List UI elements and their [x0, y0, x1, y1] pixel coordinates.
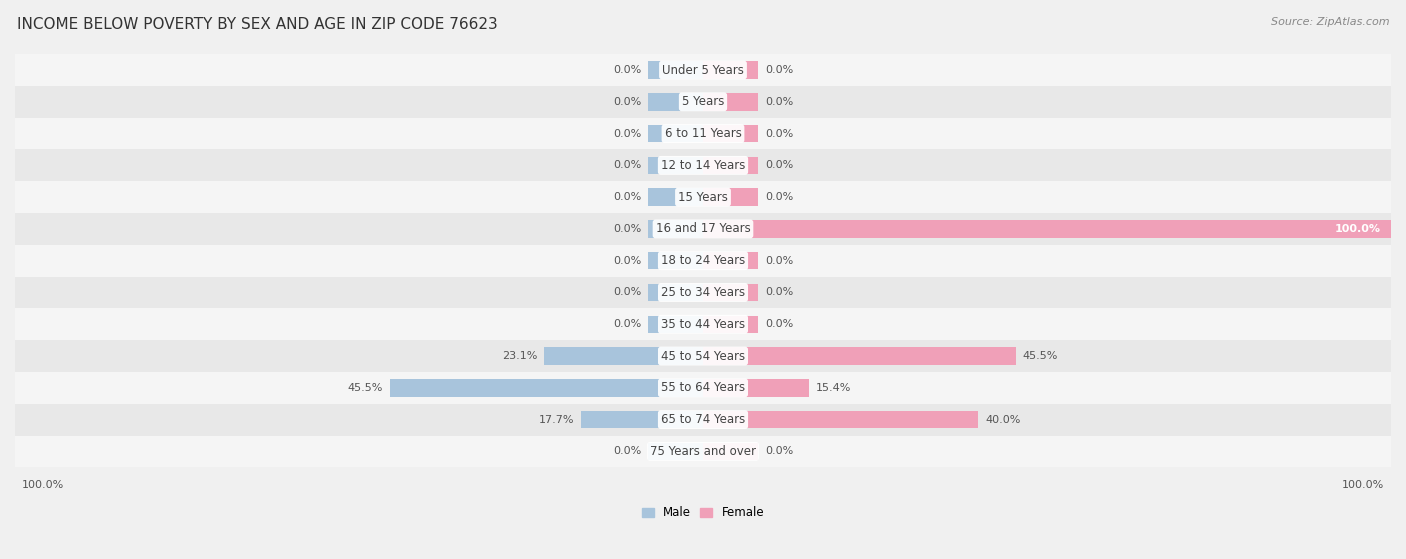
Text: 45 to 54 Years: 45 to 54 Years — [661, 349, 745, 363]
Bar — [389, 379, 703, 396]
Bar — [544, 347, 703, 365]
Text: 5 Years: 5 Years — [682, 95, 724, 108]
Text: 0.0%: 0.0% — [765, 160, 793, 170]
Text: Source: ZipAtlas.com: Source: ZipAtlas.com — [1271, 17, 1389, 27]
Bar — [15, 340, 1391, 372]
Text: 40.0%: 40.0% — [986, 415, 1021, 425]
Text: 17.7%: 17.7% — [538, 415, 574, 425]
Bar — [15, 54, 1391, 86]
Bar — [648, 443, 703, 460]
Bar — [703, 93, 758, 111]
Text: 0.0%: 0.0% — [765, 97, 793, 107]
Bar — [15, 435, 1391, 467]
Text: 45.5%: 45.5% — [347, 383, 382, 393]
Bar — [648, 125, 703, 143]
Bar — [15, 86, 1391, 118]
Bar — [648, 93, 703, 111]
Text: 0.0%: 0.0% — [765, 447, 793, 456]
Bar — [648, 188, 703, 206]
Bar — [15, 404, 1391, 435]
Text: 25 to 34 Years: 25 to 34 Years — [661, 286, 745, 299]
Text: 100.0%: 100.0% — [22, 480, 65, 490]
Text: 0.0%: 0.0% — [613, 224, 641, 234]
Text: 65 to 74 Years: 65 to 74 Years — [661, 413, 745, 426]
Bar — [15, 245, 1391, 277]
Legend: Male, Female: Male, Female — [641, 506, 765, 519]
Text: 15.4%: 15.4% — [815, 383, 851, 393]
Text: 0.0%: 0.0% — [765, 129, 793, 139]
Text: Under 5 Years: Under 5 Years — [662, 64, 744, 77]
Bar — [703, 125, 758, 143]
Bar — [703, 157, 758, 174]
Text: 0.0%: 0.0% — [765, 287, 793, 297]
Bar — [15, 149, 1391, 181]
Bar — [703, 411, 979, 428]
Bar — [703, 347, 1017, 365]
Text: 0.0%: 0.0% — [613, 160, 641, 170]
Text: 45.5%: 45.5% — [1024, 351, 1059, 361]
Text: 0.0%: 0.0% — [613, 97, 641, 107]
Text: 15 Years: 15 Years — [678, 191, 728, 203]
Bar — [15, 277, 1391, 309]
Text: 16 and 17 Years: 16 and 17 Years — [655, 222, 751, 235]
Bar — [15, 213, 1391, 245]
Text: 0.0%: 0.0% — [613, 255, 641, 266]
Text: 0.0%: 0.0% — [613, 319, 641, 329]
Bar — [648, 315, 703, 333]
Text: 0.0%: 0.0% — [765, 255, 793, 266]
Bar — [703, 61, 758, 79]
Bar — [648, 284, 703, 301]
Text: 0.0%: 0.0% — [765, 319, 793, 329]
Bar — [703, 252, 758, 269]
Bar — [703, 284, 758, 301]
Bar — [703, 379, 808, 396]
Bar — [648, 220, 703, 238]
Text: 100.0%: 100.0% — [1334, 224, 1381, 234]
Text: 100.0%: 100.0% — [1341, 480, 1384, 490]
Bar — [15, 309, 1391, 340]
Bar — [703, 315, 758, 333]
Bar — [703, 188, 758, 206]
Text: 55 to 64 Years: 55 to 64 Years — [661, 381, 745, 394]
Bar — [581, 411, 703, 428]
Text: 6 to 11 Years: 6 to 11 Years — [665, 127, 741, 140]
Bar — [648, 157, 703, 174]
Bar — [648, 252, 703, 269]
Text: 0.0%: 0.0% — [613, 192, 641, 202]
Text: 18 to 24 Years: 18 to 24 Years — [661, 254, 745, 267]
Bar — [703, 443, 758, 460]
Text: 0.0%: 0.0% — [613, 287, 641, 297]
Text: 0.0%: 0.0% — [765, 192, 793, 202]
Text: 0.0%: 0.0% — [613, 65, 641, 75]
Bar — [703, 220, 1391, 238]
Text: 0.0%: 0.0% — [613, 447, 641, 456]
Text: 0.0%: 0.0% — [765, 65, 793, 75]
Bar — [648, 61, 703, 79]
Text: 35 to 44 Years: 35 to 44 Years — [661, 318, 745, 331]
Text: 0.0%: 0.0% — [613, 129, 641, 139]
Text: 23.1%: 23.1% — [502, 351, 537, 361]
Text: 75 Years and over: 75 Years and over — [650, 445, 756, 458]
Text: INCOME BELOW POVERTY BY SEX AND AGE IN ZIP CODE 76623: INCOME BELOW POVERTY BY SEX AND AGE IN Z… — [17, 17, 498, 32]
Bar — [15, 181, 1391, 213]
Text: 12 to 14 Years: 12 to 14 Years — [661, 159, 745, 172]
Bar — [15, 118, 1391, 149]
Bar — [15, 372, 1391, 404]
